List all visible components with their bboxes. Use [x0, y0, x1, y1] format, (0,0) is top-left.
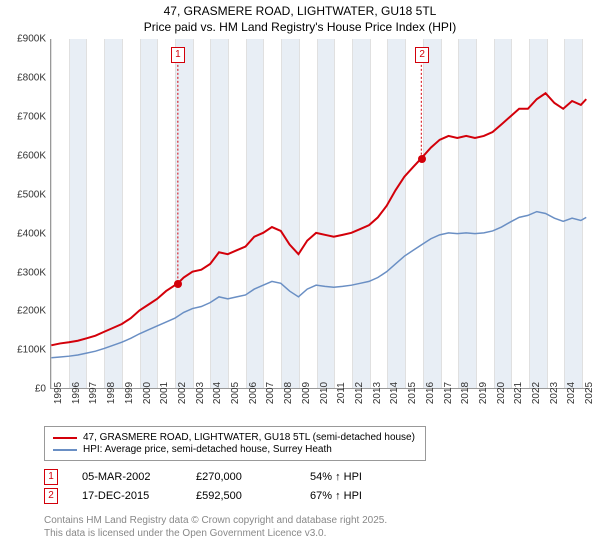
x-axis-label: 2022	[531, 382, 542, 404]
series-line-price_paid	[51, 93, 586, 345]
footer-line: This data is licensed under the Open Gov…	[44, 527, 387, 540]
x-axis-label: 2016	[425, 382, 436, 404]
transaction-pct: 54% ↑ HPI	[310, 471, 400, 483]
transaction-price: £270,000	[196, 471, 286, 483]
y-axis-label: £900K	[17, 34, 46, 45]
footer-line: Contains HM Land Registry data © Crown c…	[44, 514, 387, 527]
y-axis-label: £300K	[17, 267, 46, 278]
x-axis-label: 2021	[513, 382, 524, 404]
marker-dot	[418, 155, 426, 163]
x-axis-label: 2017	[443, 382, 454, 404]
footer-attribution: Contains HM Land Registry data © Crown c…	[44, 514, 387, 540]
x-axis-label: 2000	[142, 382, 153, 404]
x-axis-label: 1996	[71, 382, 82, 404]
x-axis-label: 2018	[460, 382, 471, 404]
plot-region: 12	[50, 39, 590, 389]
x-axis-label: 1998	[106, 382, 117, 404]
x-axis-label: 2024	[566, 382, 577, 404]
y-axis-label: £700K	[17, 111, 46, 122]
chart-container: 47, GRASMERE ROAD, LIGHTWATER, GU18 5TL …	[0, 0, 600, 560]
x-axis-label: 2007	[265, 382, 276, 404]
y-axis-label: £800K	[17, 73, 46, 84]
y-axis-label: £100K	[17, 345, 46, 356]
x-axis-label: 2003	[195, 382, 206, 404]
transaction-date: 17-DEC-2015	[82, 490, 172, 502]
transaction-marker: 1	[44, 469, 58, 485]
chart-lines	[51, 39, 590, 388]
title-subtitle: Price paid vs. HM Land Registry's House …	[6, 20, 594, 36]
x-axis-label: 2023	[549, 382, 560, 404]
table-row: 1 05-MAR-2002 £270,000 54% ↑ HPI	[44, 469, 400, 485]
x-axis-label: 2019	[478, 382, 489, 404]
x-axis-label: 2020	[496, 382, 507, 404]
transaction-pct: 67% ↑ HPI	[310, 490, 400, 502]
y-axis-label: £500K	[17, 189, 46, 200]
x-axis-label: 2002	[177, 382, 188, 404]
y-axis-label: £0	[35, 384, 46, 395]
marker-label: 2	[415, 47, 429, 63]
x-axis-label: 2011	[336, 382, 347, 404]
x-axis-label: 2015	[407, 382, 418, 404]
y-axis-label: £600K	[17, 150, 46, 161]
x-axis-label: 2001	[159, 382, 170, 404]
chart-title: 47, GRASMERE ROAD, LIGHTWATER, GU18 5TL …	[6, 4, 594, 35]
legend-swatch	[53, 437, 77, 439]
transaction-marker: 2	[44, 488, 58, 504]
x-axis-label: 2008	[283, 382, 294, 404]
transaction-date: 05-MAR-2002	[82, 471, 172, 483]
legend-label: 47, GRASMERE ROAD, LIGHTWATER, GU18 5TL …	[83, 432, 415, 443]
x-axis-label: 1999	[124, 382, 135, 404]
x-axis-label: 2005	[230, 382, 241, 404]
x-axis-label: 2004	[212, 382, 223, 404]
chart-area: 12 1995199619971998199920002001200220032…	[6, 39, 594, 419]
x-axis-label: 2013	[372, 382, 383, 404]
x-axis-label: 2010	[319, 382, 330, 404]
transaction-price: £592,500	[196, 490, 286, 502]
x-axis-label: 2014	[389, 382, 400, 404]
legend: 47, GRASMERE ROAD, LIGHTWATER, GU18 5TL …	[44, 426, 426, 461]
x-axis-label: 1995	[53, 382, 64, 404]
x-axis-label: 2025	[584, 382, 595, 404]
marker-label: 1	[171, 47, 185, 63]
legend-label: HPI: Average price, semi-detached house,…	[83, 444, 332, 455]
table-row: 2 17-DEC-2015 £592,500 67% ↑ HPI	[44, 488, 400, 504]
legend-swatch	[53, 449, 77, 451]
marker-dot	[174, 280, 182, 288]
x-axis-label: 1997	[88, 382, 99, 404]
title-address: 47, GRASMERE ROAD, LIGHTWATER, GU18 5TL	[6, 4, 594, 20]
x-axis-label: 2006	[248, 382, 259, 404]
transactions-table: 1 05-MAR-2002 £270,000 54% ↑ HPI 2 17-DE…	[44, 466, 400, 507]
y-axis-label: £200K	[17, 306, 46, 317]
y-axis-label: £400K	[17, 228, 46, 239]
x-axis-label: 2012	[354, 382, 365, 404]
legend-row: HPI: Average price, semi-detached house,…	[53, 444, 417, 455]
legend-row: 47, GRASMERE ROAD, LIGHTWATER, GU18 5TL …	[53, 432, 417, 443]
x-axis-label: 2009	[301, 382, 312, 404]
